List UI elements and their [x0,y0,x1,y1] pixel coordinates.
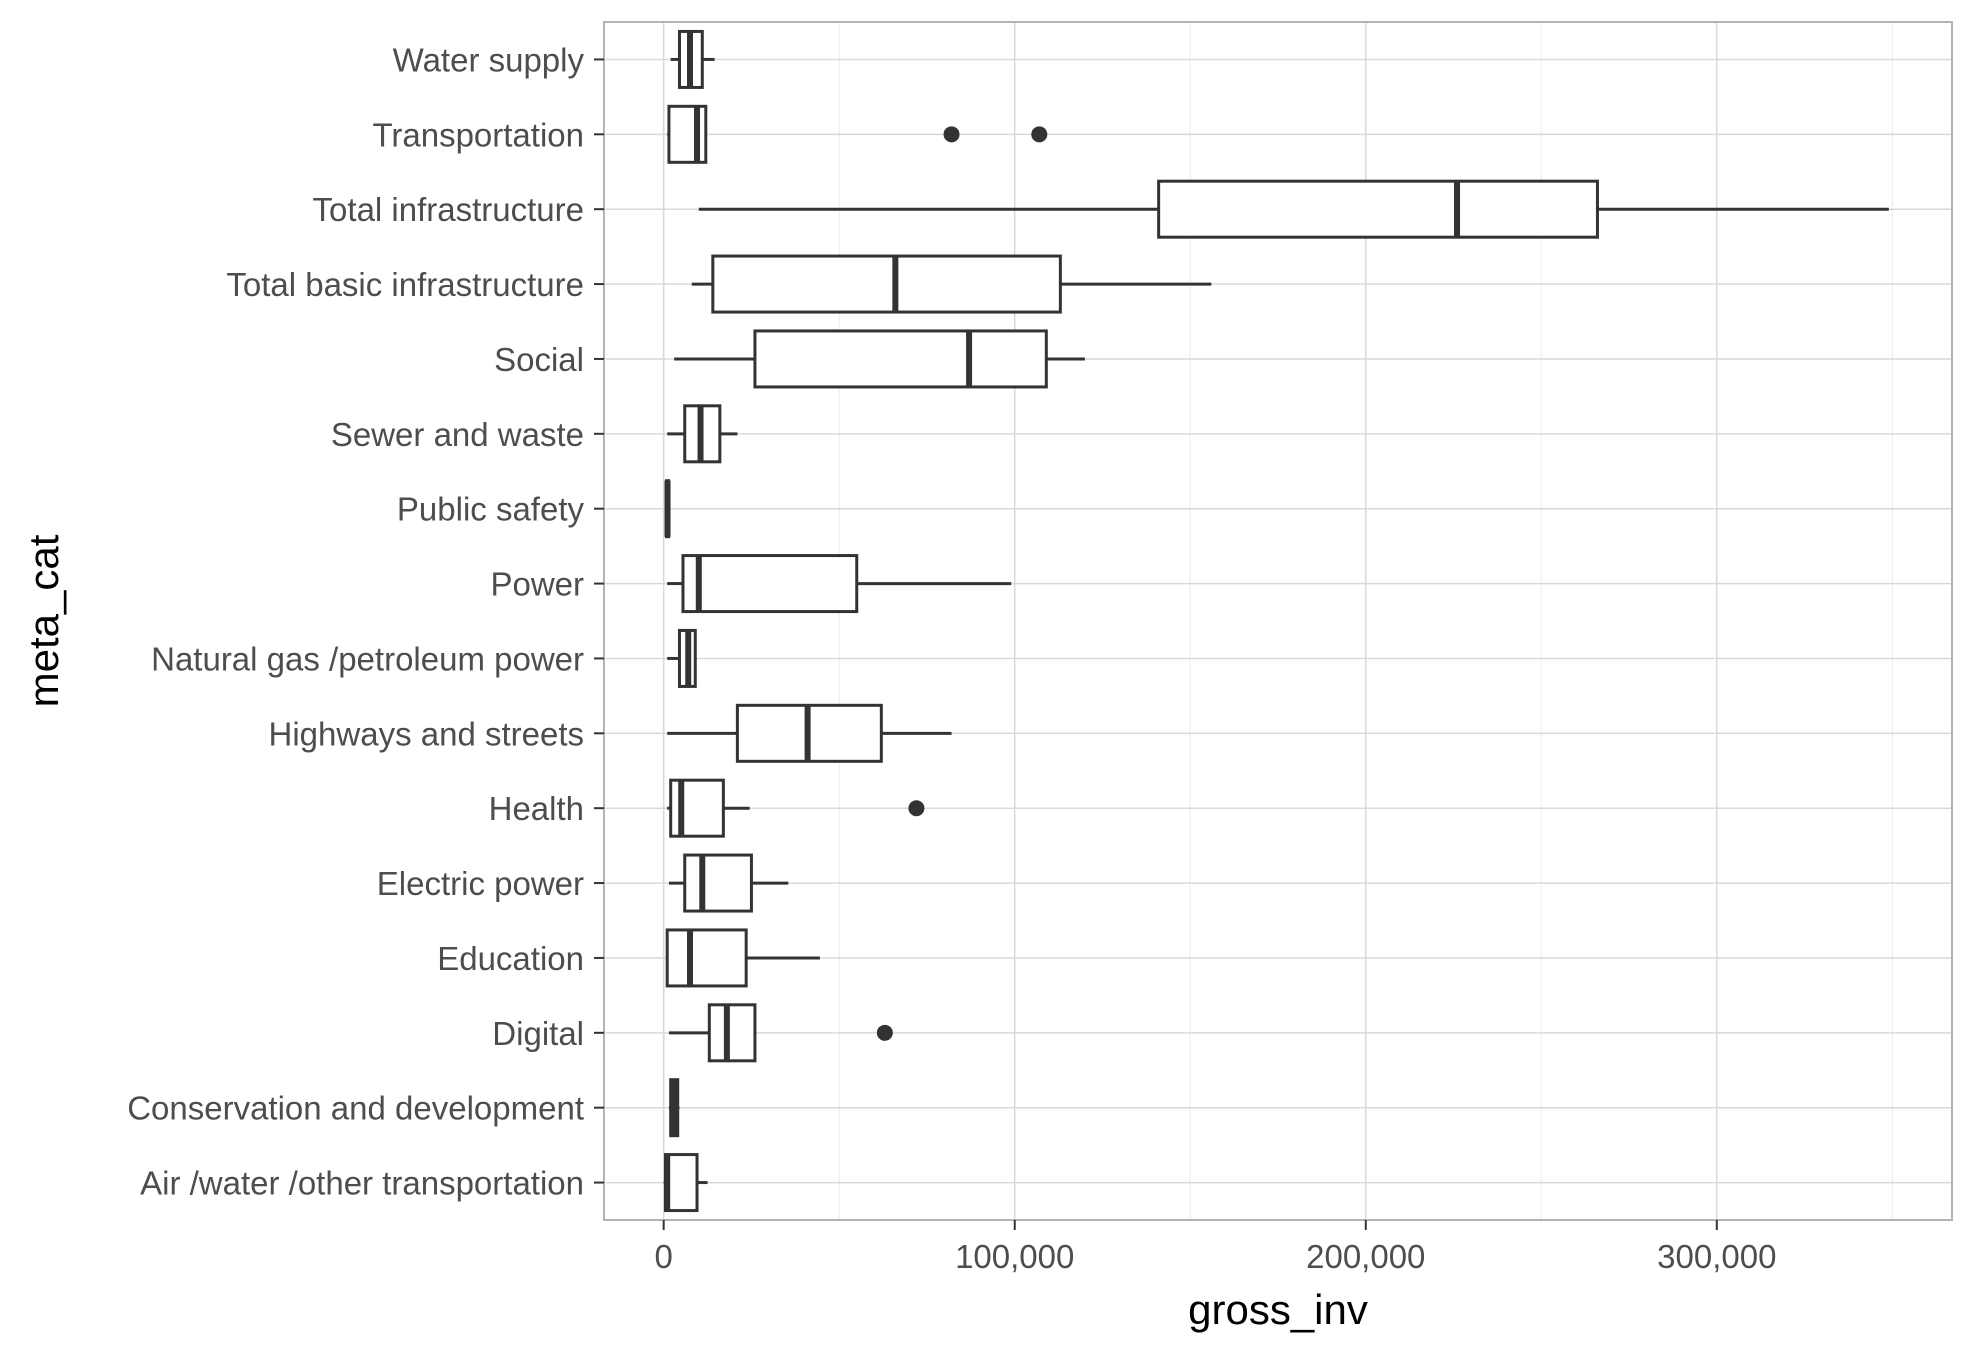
x-axis-title: gross_inv [1188,1286,1368,1333]
box-group [664,479,671,539]
x-tick-label: 300,000 [1657,1238,1776,1275]
outlier-point [876,1024,893,1041]
box-iqr [681,554,859,614]
box-group [691,254,1212,314]
outlier-point [1031,126,1048,143]
panel-border [603,21,1953,1221]
box-group [667,404,738,464]
y-tick-label: Total basic infrastructure [226,266,584,303]
box-iqr [663,1153,699,1213]
box-group [667,778,925,838]
y-tick-label: Highways and streets [269,715,584,752]
y-tick-label: Education [437,940,584,977]
y-tick-label: Conservation and development [127,1090,584,1127]
x-tick-label: 100,000 [955,1238,1074,1275]
box-group [674,329,1085,389]
y-tick-label: Transportation [372,116,584,153]
box-iqr [665,928,748,988]
y-tick-label: Total infrastructure [313,191,584,228]
box-group [667,703,952,763]
x-axis-ticks: 0 100,000 200,000 300,000 [654,1220,1776,1275]
y-tick-label: Power [490,566,584,603]
box-group [667,628,697,688]
y-tick-label: Sewer and waste [331,416,584,453]
box-group [665,928,820,988]
y-tick-label: Water supply [393,41,585,78]
y-tick-label: Electric power [377,865,584,902]
outlier-point [908,800,925,817]
box-group [667,104,1048,164]
box-iqr [753,329,1048,389]
box-group [668,1078,680,1138]
box-group [668,1003,893,1063]
y-tick-label: Natural gas /petroleum power [151,640,584,677]
box-series [663,29,1889,1213]
box-iqr [711,254,1062,314]
outlier-point [943,126,960,143]
box-iqr [667,104,708,164]
x-tick-label: 0 [654,1238,672,1275]
box-iqr [683,853,753,913]
y-tick-label: Public safety [397,491,585,528]
box-group [670,29,715,89]
y-axis-ticks: Water supply Transportation Total infrastr… [127,41,604,1202]
box-iqr [707,1003,757,1063]
y-tick-label: Air /water /other transportation [140,1165,584,1202]
box-group [663,1153,708,1213]
y-tick-label: Health [489,790,584,827]
box-group [698,179,1889,239]
box-group [668,853,789,913]
y-tick-label: Digital [492,1015,584,1052]
y-axis-title: meta_cat [20,534,67,707]
x-tick-label: 200,000 [1306,1238,1425,1275]
box-iqr [1157,179,1599,239]
y-tick-label: Social [494,341,584,378]
box-group [667,554,1012,614]
